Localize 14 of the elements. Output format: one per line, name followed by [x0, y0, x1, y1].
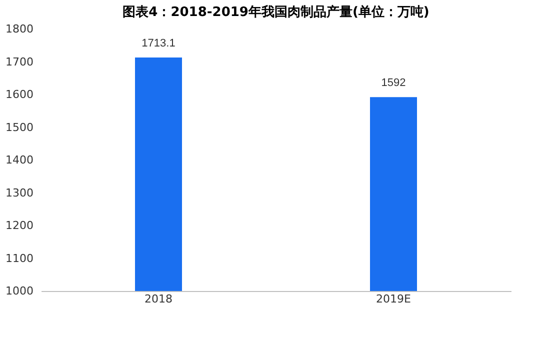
x-tick-label: 2018	[144, 292, 172, 306]
y-tick-label: 1300	[6, 186, 34, 200]
y-tick-label: 1200	[6, 219, 34, 232]
y-tick-label: 1800	[6, 22, 34, 36]
x-tick-label: 2019E	[376, 292, 412, 306]
y-tick-label: 1000	[6, 284, 34, 298]
chart-title: 图表4：2018-2019年我国肉制品产量(单位：万吨)	[122, 4, 430, 20]
data-label: 1592	[381, 77, 406, 90]
y-tick-label: 1500	[6, 120, 34, 134]
y-tick-label: 1400	[6, 154, 34, 166]
y-tick-label: 1600	[6, 88, 34, 101]
y-tick-label: 1700	[6, 55, 34, 68]
y-tick-label: 1100	[6, 252, 34, 265]
data-label: 1713.1	[142, 37, 176, 50]
